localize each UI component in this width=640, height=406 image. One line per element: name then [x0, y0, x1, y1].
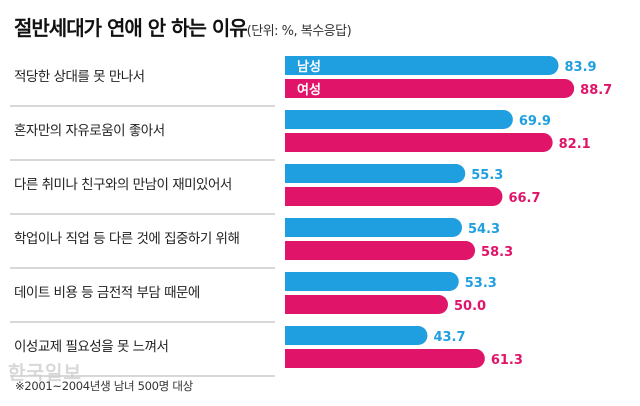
category-label: 적당한 상대를 못 만나서: [14, 69, 145, 85]
value-label: 61.3: [491, 353, 523, 368]
publisher-watermark: 한국일보: [8, 362, 82, 384]
value-label: 58.3: [481, 245, 513, 260]
category-label: 이성교제 필요성을 못 느껴서: [14, 339, 168, 355]
value-label: 55.3: [471, 168, 503, 183]
value-label: 82.1: [559, 137, 591, 152]
male-bar: [285, 326, 428, 345]
category-label: 혼자만의 자유로움이 좋아서: [14, 123, 165, 139]
female-bar: [285, 133, 553, 152]
category-label: 학업이나 직업 등 다른 것에 집중하기 위해: [14, 231, 239, 247]
female-bar: [285, 349, 485, 368]
category-label: 다른 취미나 친구와의 만남이 재미있어서: [14, 177, 232, 193]
male-bar: [285, 218, 463, 237]
female-bar: [285, 295, 448, 314]
value-label: 43.7: [433, 330, 465, 345]
male-bar: [285, 164, 466, 183]
value-label: 50.0: [454, 299, 486, 314]
value-label: 66.7: [508, 191, 540, 206]
male-bar: [285, 272, 459, 291]
value-label: 83.9: [565, 60, 597, 75]
male-bar: [285, 56, 559, 75]
female-bar: [285, 187, 503, 206]
value-label: 53.3: [465, 276, 497, 291]
legend-label: 여성: [297, 82, 321, 98]
female-bar: [285, 241, 476, 260]
female-bar: [285, 79, 575, 98]
chart-title: 절반세대가 연애 안 하는 이유: [14, 16, 248, 40]
chart-header: 절반세대가 연애 안 하는 이유(단위: %, 복수응답): [14, 12, 352, 41]
value-label: 88.7: [580, 83, 612, 98]
legend-label: 남성: [297, 59, 321, 75]
value-label: 69.9: [519, 114, 551, 129]
chart-footnote: ※2001~2004년생 남녀 500명 대상: [15, 379, 193, 393]
male-bar: [285, 110, 513, 129]
chart-subtitle: (단위: %, 복수응답): [246, 24, 352, 39]
value-label: 54.3: [468, 222, 500, 237]
category-label: 데이트 비용 등 금전적 부담 때문에: [14, 285, 200, 301]
